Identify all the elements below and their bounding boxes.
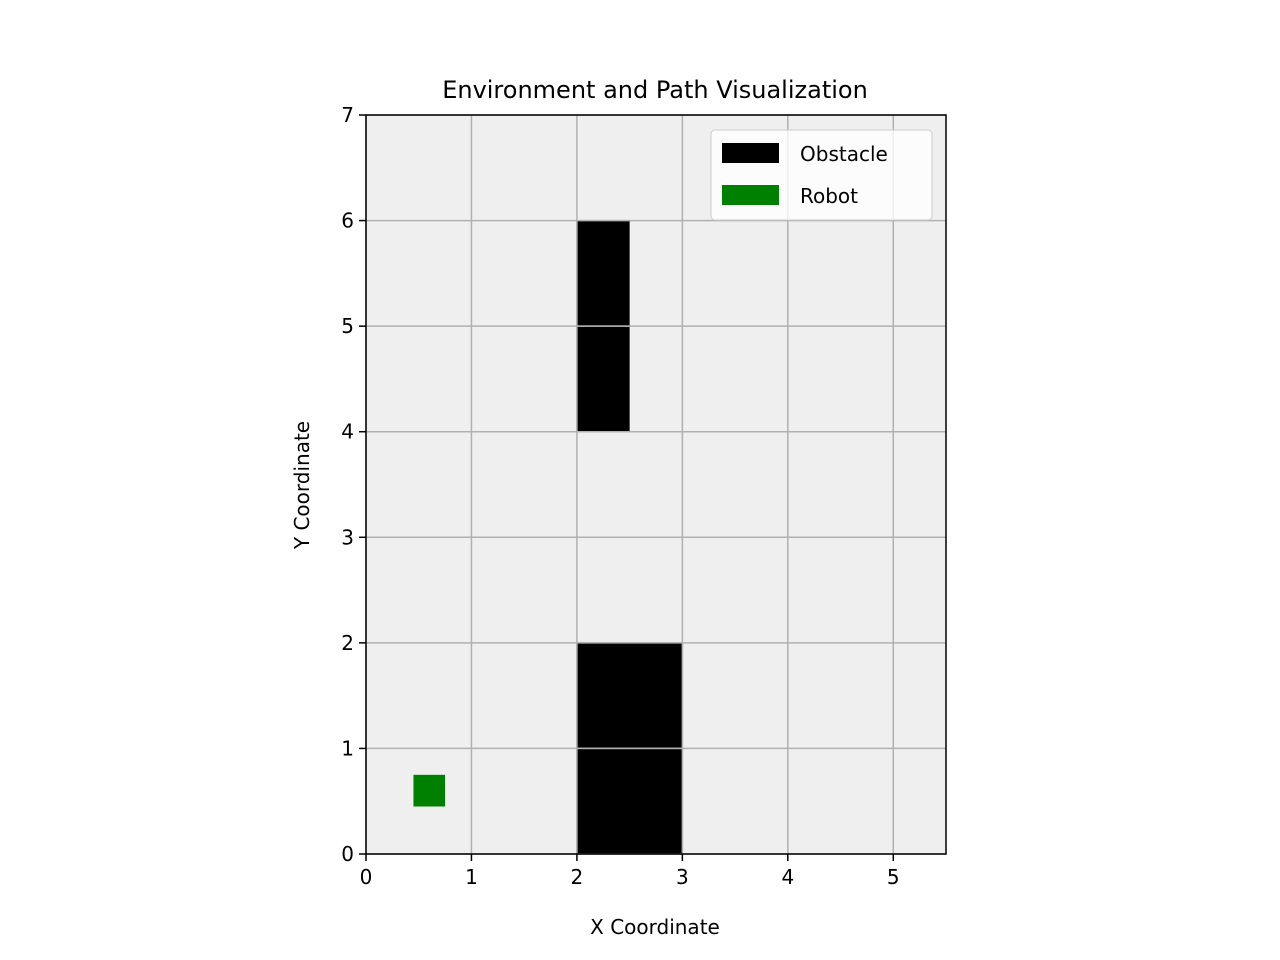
obstacle-cell <box>576 642 683 749</box>
obstacle-cell <box>576 220 630 327</box>
x-tick-label: 4 <box>781 865 794 889</box>
chart-title: Environment and Path Visualization <box>442 76 868 104</box>
x-tick-label: 0 <box>360 865 373 889</box>
y-tick-label: 5 <box>341 314 354 338</box>
x-tick-label: 3 <box>676 865 689 889</box>
y-tick-label: 3 <box>341 525 354 549</box>
x-tick-label: 5 <box>887 865 900 889</box>
legend-swatch-robot <box>722 185 779 205</box>
legend: Obstacle Robot <box>710 129 933 221</box>
legend-swatch-obstacle <box>722 143 779 163</box>
y-tick-label: 7 <box>341 103 354 127</box>
y-tick-label: 4 <box>341 420 354 444</box>
y-axis-label: Y Coordinate <box>290 421 314 550</box>
y-tick-label: 6 <box>341 209 354 233</box>
x-axis-label: X Coordinate <box>590 915 720 939</box>
obstacle-cell <box>576 326 630 432</box>
y-tick-label: 0 <box>341 842 354 866</box>
x-tick-label: 1 <box>465 865 478 889</box>
x-tick-label: 2 <box>571 865 584 889</box>
robot-marker <box>413 774 446 807</box>
legend-label-obstacle: Obstacle <box>800 142 888 166</box>
legend-label-robot: Robot <box>800 184 858 208</box>
obstacle-cell <box>576 748 683 854</box>
chart-marks <box>413 219 684 855</box>
axis-ticks: 0 1 2 3 4 5 0 1 2 3 4 5 6 7 <box>341 103 899 889</box>
y-tick-label: 2 <box>341 631 354 655</box>
y-tick-label: 1 <box>341 736 354 760</box>
plot-frame <box>365 114 947 855</box>
